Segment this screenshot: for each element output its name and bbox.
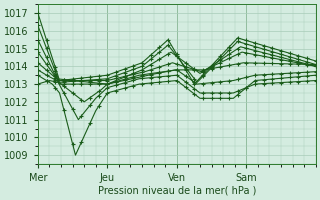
X-axis label: Pression niveau de la mer( hPa ): Pression niveau de la mer( hPa ) (98, 186, 256, 196)
